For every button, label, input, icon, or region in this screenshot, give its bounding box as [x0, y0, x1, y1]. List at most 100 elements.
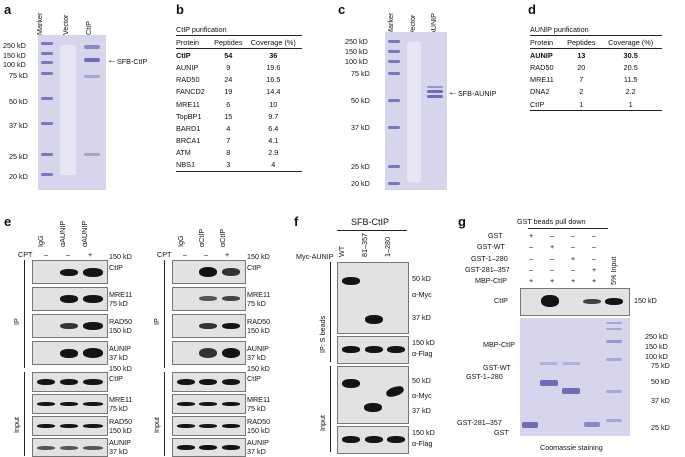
table-d-cell: 1 [563, 97, 603, 112]
table-b-cell: 6.4 [268, 123, 279, 133]
table-d-cell: 7 [579, 75, 584, 85]
blot-kd: 150 kD [109, 364, 132, 373]
table-b-cell: CtIP [176, 50, 191, 60]
panel-d-letter: d [528, 2, 536, 17]
blot-e-mre11-ip-right [172, 287, 246, 311]
lane-label-actip: αCtIP [197, 228, 206, 247]
blot-f-ip-myc [337, 262, 409, 334]
blot-kd: 150 kD [109, 252, 132, 261]
sign: + [592, 276, 597, 285]
coomassie-caption: Coomassie staining [540, 443, 603, 452]
blot-antibody: α-Myc [412, 290, 432, 299]
blot-kd: 75 kD [247, 404, 266, 413]
blot-protein: RAD50 [109, 317, 133, 326]
table-d-cell: MRE11 [530, 75, 554, 85]
blot-protein: MRE11 [247, 395, 271, 404]
lane-label-81-357: 81–357 [360, 233, 369, 257]
gel-marker-75: 75 kD [651, 361, 670, 370]
row-label-gst: GST [488, 231, 503, 240]
blot-f-input-flag [337, 426, 409, 454]
blot-e-mre11-input-right [172, 394, 246, 414]
blot-e-aunip-input-right [172, 438, 246, 457]
blot-e-ctip-input-right [172, 372, 246, 392]
lane-label-marker: Marker [35, 12, 44, 35]
blot-kd: 150 kD [247, 326, 270, 335]
sign: + [550, 242, 555, 251]
lane-label-igg: IgG [176, 235, 185, 247]
blot-kd: 150 kD [412, 338, 435, 347]
table-b-cell: BRCA1 [176, 136, 201, 146]
sign: + [592, 265, 597, 274]
table-b-cell: 4 [247, 158, 302, 173]
blot-kd: 150 kD [247, 426, 270, 435]
table-b-cell: 7 [226, 136, 231, 146]
table-b-cell: MRE11 [176, 99, 200, 109]
blot-kd: 37 kD [109, 447, 128, 456]
table-d-cell: 30.5 [623, 50, 638, 60]
marker-c-25: 25 kD [351, 162, 370, 171]
table-b-cell: 19.6 [266, 62, 281, 72]
blot-kd: 150 kD [247, 252, 270, 261]
marker-c-50: 50 kD [351, 96, 370, 105]
marker-c-100: 100 kD [345, 57, 368, 66]
marker-c-20: 20 kD [351, 179, 370, 188]
cpt-mark: + [88, 250, 93, 259]
blot-e-ctip-ip-right [172, 260, 246, 284]
gel-g [520, 318, 630, 436]
cpt-mark: + [225, 250, 230, 259]
gel-c [385, 32, 447, 190]
blot-e-ctip-ip [32, 260, 108, 284]
table-b-header: Protein [176, 34, 213, 50]
table-b-cell: 4.1 [268, 136, 279, 146]
ip-s-beads-label: IP: S beads [318, 315, 327, 353]
marker-a-20: 20 kD [9, 172, 28, 181]
table-d-cell: 20 [577, 62, 586, 72]
blot-kd: 150 kD [634, 296, 657, 305]
lane-label-wt: WT [337, 245, 346, 257]
sign: – [592, 254, 596, 263]
gel-marker-150: 150 kD [645, 342, 668, 351]
sign: + [571, 254, 576, 263]
ip-bracket [164, 260, 165, 368]
blot-protein: CtIP [247, 374, 261, 383]
table-b-cell: 36 [269, 50, 278, 60]
input-label: Input [318, 415, 327, 431]
blot-antibody: α-Flag [412, 439, 433, 448]
blot-kd: 37 kD [412, 313, 431, 322]
table-b-cell: 2.9 [268, 148, 279, 158]
title-underline [337, 230, 407, 231]
lane-label-aaunip: αAUNIP [58, 220, 67, 247]
blot-protein: MRE11 [247, 290, 271, 299]
panel-f-title: SFB-CtIP [351, 217, 390, 227]
table-b-cell: 4 [226, 123, 231, 133]
lane-label-ctip: CtIP [84, 21, 93, 35]
table-d-cell: 1 [602, 97, 662, 112]
blot-antibody: α-Myc [412, 391, 432, 400]
row-label-gst-wt: GST-WT [477, 242, 505, 251]
arrow-label-sfb-ctip: SFB-CtIP [117, 57, 148, 66]
blot-e-ctip-input [32, 372, 108, 392]
input-5pct-label: 5% Input [609, 256, 618, 285]
cpt-mark: – [44, 250, 48, 259]
table-b-header: Peptides [212, 34, 248, 50]
sign: – [571, 242, 575, 251]
sign: – [529, 265, 533, 274]
myc-aunip-label: Myc-AUNIP [296, 252, 334, 261]
blot-protein: MRE11 [109, 395, 133, 404]
gel-marker-250: 250 kD [645, 332, 668, 341]
gel-label-mbp-ctip: MBP-CtIP [483, 340, 515, 349]
table-b-cell: 24 [224, 75, 233, 85]
cpt-label: CPT [157, 250, 172, 259]
lane-label-vector: Vector [61, 14, 70, 35]
table-d-cell: DNA2 [530, 87, 550, 97]
table-d-cell: 2.2 [625, 87, 636, 97]
blot-e-rad50-ip-right [172, 314, 246, 338]
table-d-header: Peptides [563, 34, 603, 50]
table-d-cell: 13 [577, 50, 586, 60]
marker-a-150: 150 kD [3, 51, 26, 60]
blot-protein: AUNIP [247, 344, 269, 353]
marker-a-100: 100 kD [3, 60, 26, 69]
gel-a [38, 35, 106, 190]
table-b-cell: 9.7 [268, 111, 279, 121]
